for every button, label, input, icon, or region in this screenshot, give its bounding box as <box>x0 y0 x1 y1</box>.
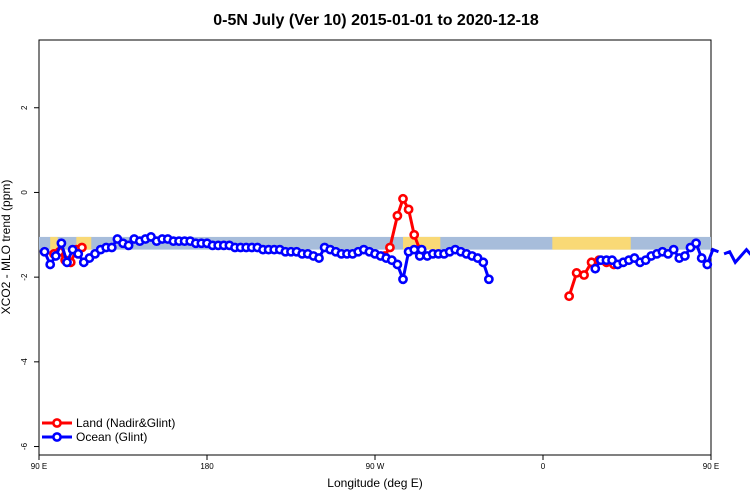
x-tick-label: 90 E <box>31 462 47 471</box>
y-axis: 2 0 -2 -4 -6 <box>20 105 39 450</box>
land-point <box>564 291 575 302</box>
y-tick-label: 0 <box>20 190 29 195</box>
ocean-point <box>409 244 420 255</box>
ocean-point <box>45 259 56 270</box>
x-axis-label: Longitude (deg E) <box>327 476 422 490</box>
ocean-point <box>398 274 408 285</box>
series-layer <box>39 193 750 302</box>
y-tick-label: 2 <box>20 105 29 110</box>
ocean-point <box>392 259 403 270</box>
y-tick-label: -2 <box>20 273 29 281</box>
ocean-point <box>590 263 601 274</box>
land-band-3 <box>552 236 631 250</box>
ocean-point <box>56 238 67 249</box>
land-point <box>579 270 589 280</box>
ocean-point <box>39 246 50 257</box>
legend-land-label: Land (Nadir&Glint) <box>76 416 175 430</box>
x-tick-label: 90 E <box>703 462 719 471</box>
land-point <box>398 193 408 204</box>
legend-land-marker <box>52 418 62 428</box>
ocean-point <box>679 251 690 261</box>
y-tick-label: -6 <box>20 442 29 450</box>
ocean-point <box>696 253 707 263</box>
ocean-point <box>62 257 72 268</box>
land-point <box>403 204 414 215</box>
land-point <box>392 210 403 221</box>
ocean-point <box>50 251 61 261</box>
ocean-point <box>106 242 117 253</box>
chart-title: 0-5N July (Ver 10) 2015-01-01 to 2020-12… <box>213 12 539 29</box>
ocean-point <box>123 240 134 251</box>
legend: Land (Nadir&Glint)Ocean (Glint) <box>42 416 175 444</box>
legend-ocean-marker <box>52 432 62 442</box>
ocean-line <box>723 247 750 265</box>
ocean-point <box>691 238 701 249</box>
y-tick-label: -4 <box>20 358 29 366</box>
ocean-point <box>702 259 713 270</box>
x-tick-label: 90 W <box>366 462 385 471</box>
ocean-point <box>416 244 427 255</box>
ocean-point <box>478 257 489 268</box>
x-tick-label: 0 <box>541 462 546 471</box>
land-point <box>571 268 582 278</box>
land-point <box>385 242 395 253</box>
land-band-0 <box>50 236 58 250</box>
legend-ocean-label: Ocean (Glint) <box>76 430 147 444</box>
ocean-point <box>668 244 679 255</box>
land-point <box>409 229 420 240</box>
ocean-point <box>483 274 494 285</box>
ocean-point <box>73 248 84 259</box>
ocean-point <box>314 253 324 263</box>
x-tick-label: 180 <box>200 462 214 471</box>
x-axis: 90 E 180 90 W 0 90 E <box>31 455 719 471</box>
y-axis-label: XCO2 - MLO trend (ppm) <box>0 180 13 315</box>
